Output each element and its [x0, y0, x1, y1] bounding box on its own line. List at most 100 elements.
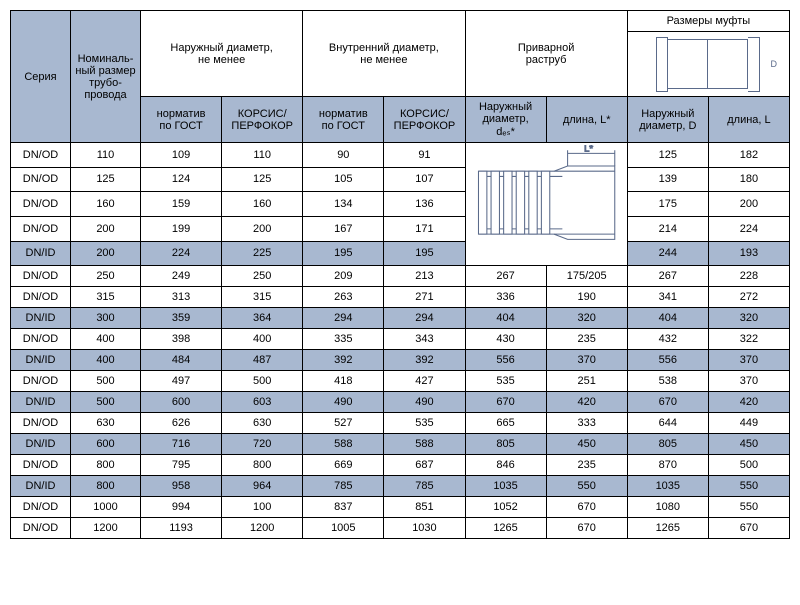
cell-series: DN/ID [11, 241, 71, 266]
cell-sl: 370 [546, 350, 627, 371]
sub-socket-len: длина, L* [546, 97, 627, 143]
header-series: Серия [11, 11, 71, 143]
coupling-diagram: D [627, 32, 789, 97]
table-row: DN/OD100099410083785110526701080550 [11, 497, 790, 518]
pipe-dimensions-table: Серия Номиналь- ный размер трубо- провод… [10, 10, 790, 539]
cell-cl: 370 [708, 350, 789, 371]
table-row: DN/OD630626630527535665333644449 [11, 413, 790, 434]
sub-socket-dia: Наружный диаметр, dₑₛ* [465, 97, 546, 143]
cell-cd: 214 [627, 216, 708, 241]
cell-id_k: 171 [384, 216, 465, 241]
cell-cd: 1265 [627, 518, 708, 539]
cell-od_k: 800 [222, 455, 303, 476]
cell-id_k: 490 [384, 392, 465, 413]
cell-sl: 670 [546, 518, 627, 539]
cell-cl: 370 [708, 371, 789, 392]
cell-sl: 550 [546, 476, 627, 497]
cell-od_k: 125 [222, 167, 303, 192]
cell-sd: 846 [465, 455, 546, 476]
sub-od-gost: норматив по ГОСТ [141, 97, 222, 143]
cell-cl: 449 [708, 413, 789, 434]
table-header: Серия Номиналь- ный размер трубо- провод… [11, 11, 790, 143]
cell-sl: 670 [546, 497, 627, 518]
cell-id_gost: 195 [303, 241, 384, 266]
table-row: DN/ID500600603490490670420670420 [11, 392, 790, 413]
table-row: DN/OD1200119312001005103012656701265670 [11, 518, 790, 539]
cell-od_gost: 1193 [141, 518, 222, 539]
cell-id_k: 107 [384, 167, 465, 192]
cell-cl: 322 [708, 329, 789, 350]
cell-series: DN/ID [11, 350, 71, 371]
cell-od_gost: 958 [141, 476, 222, 497]
cell-sd: 535 [465, 371, 546, 392]
cell-id_gost: 105 [303, 167, 384, 192]
cell-id_gost: 392 [303, 350, 384, 371]
cell-cd: 1035 [627, 476, 708, 497]
header-inner-dia: Внутренний диаметр, не менее [303, 11, 465, 97]
cell-nom: 800 [71, 455, 141, 476]
cell-nom: 160 [71, 192, 141, 217]
sub-id-gost: норматив по ГОСТ [303, 97, 384, 143]
cell-od_gost: 313 [141, 287, 222, 308]
cell-series: DN/ID [11, 434, 71, 455]
cell-cl: 670 [708, 518, 789, 539]
cell-nom: 125 [71, 167, 141, 192]
cell-od_k: 487 [222, 350, 303, 371]
header-coupling: Размеры муфты [627, 11, 789, 32]
cell-cd: 556 [627, 350, 708, 371]
svg-text:L*: L* [584, 145, 593, 153]
cell-cl: 228 [708, 266, 789, 287]
cell-cl: 200 [708, 192, 789, 217]
cell-cd: 805 [627, 434, 708, 455]
cell-series: DN/ID [11, 308, 71, 329]
cell-sd: 430 [465, 329, 546, 350]
cell-id_gost: 209 [303, 266, 384, 287]
sub-coupling-len: длина, L [708, 97, 789, 143]
table-row: DN/OD160159160134136175200 [11, 192, 790, 217]
cell-cd: 404 [627, 308, 708, 329]
cell-series: DN/ID [11, 392, 71, 413]
cell-od_k: 250 [222, 266, 303, 287]
cell-id_gost: 785 [303, 476, 384, 497]
cell-cd: 341 [627, 287, 708, 308]
sub-id-korsis: КОРСИС/ ПЕРФОКОР [384, 97, 465, 143]
cell-od_gost: 716 [141, 434, 222, 455]
cell-cd: 139 [627, 167, 708, 192]
cell-id_k: 294 [384, 308, 465, 329]
cell-nom: 800 [71, 476, 141, 497]
cell-sl: 175/205 [546, 266, 627, 287]
cell-id_k: 91 [384, 143, 465, 168]
table-row: DN/OD125124125105107139180 [11, 167, 790, 192]
cell-id_gost: 418 [303, 371, 384, 392]
cell-id_k: 427 [384, 371, 465, 392]
header-outer-dia: Наружный диаметр, не менее [141, 11, 303, 97]
cell-od_gost: 398 [141, 329, 222, 350]
table-row: DN/ID600716720588588805450805450 [11, 434, 790, 455]
cell-sl: 450 [546, 434, 627, 455]
cell-sd: 336 [465, 287, 546, 308]
cell-sd: 1035 [465, 476, 546, 497]
cell-series: DN/OD [11, 266, 71, 287]
cell-od_k: 603 [222, 392, 303, 413]
cell-nom: 600 [71, 434, 141, 455]
cell-cl: 420 [708, 392, 789, 413]
cell-nom: 1200 [71, 518, 141, 539]
cell-nom: 200 [71, 216, 141, 241]
cell-series: DN/OD [11, 216, 71, 241]
cell-id_k: 785 [384, 476, 465, 497]
cell-cd: 870 [627, 455, 708, 476]
cell-nom: 500 [71, 371, 141, 392]
table-row: DN/OD315313315263271336190341272 [11, 287, 790, 308]
cell-nom: 300 [71, 308, 141, 329]
cell-nom: 500 [71, 392, 141, 413]
cell-od_gost: 994 [141, 497, 222, 518]
cell-od_k: 200 [222, 216, 303, 241]
cell-od_gost: 359 [141, 308, 222, 329]
cell-sd: 665 [465, 413, 546, 434]
cell-nom: 400 [71, 350, 141, 371]
cell-od_gost: 124 [141, 167, 222, 192]
cell-id_k: 136 [384, 192, 465, 217]
cell-cd: 1080 [627, 497, 708, 518]
cell-cl: 224 [708, 216, 789, 241]
cell-series: DN/OD [11, 287, 71, 308]
